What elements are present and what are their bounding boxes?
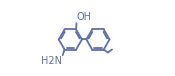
- Text: H2N: H2N: [41, 56, 62, 66]
- Text: OH: OH: [77, 12, 92, 22]
